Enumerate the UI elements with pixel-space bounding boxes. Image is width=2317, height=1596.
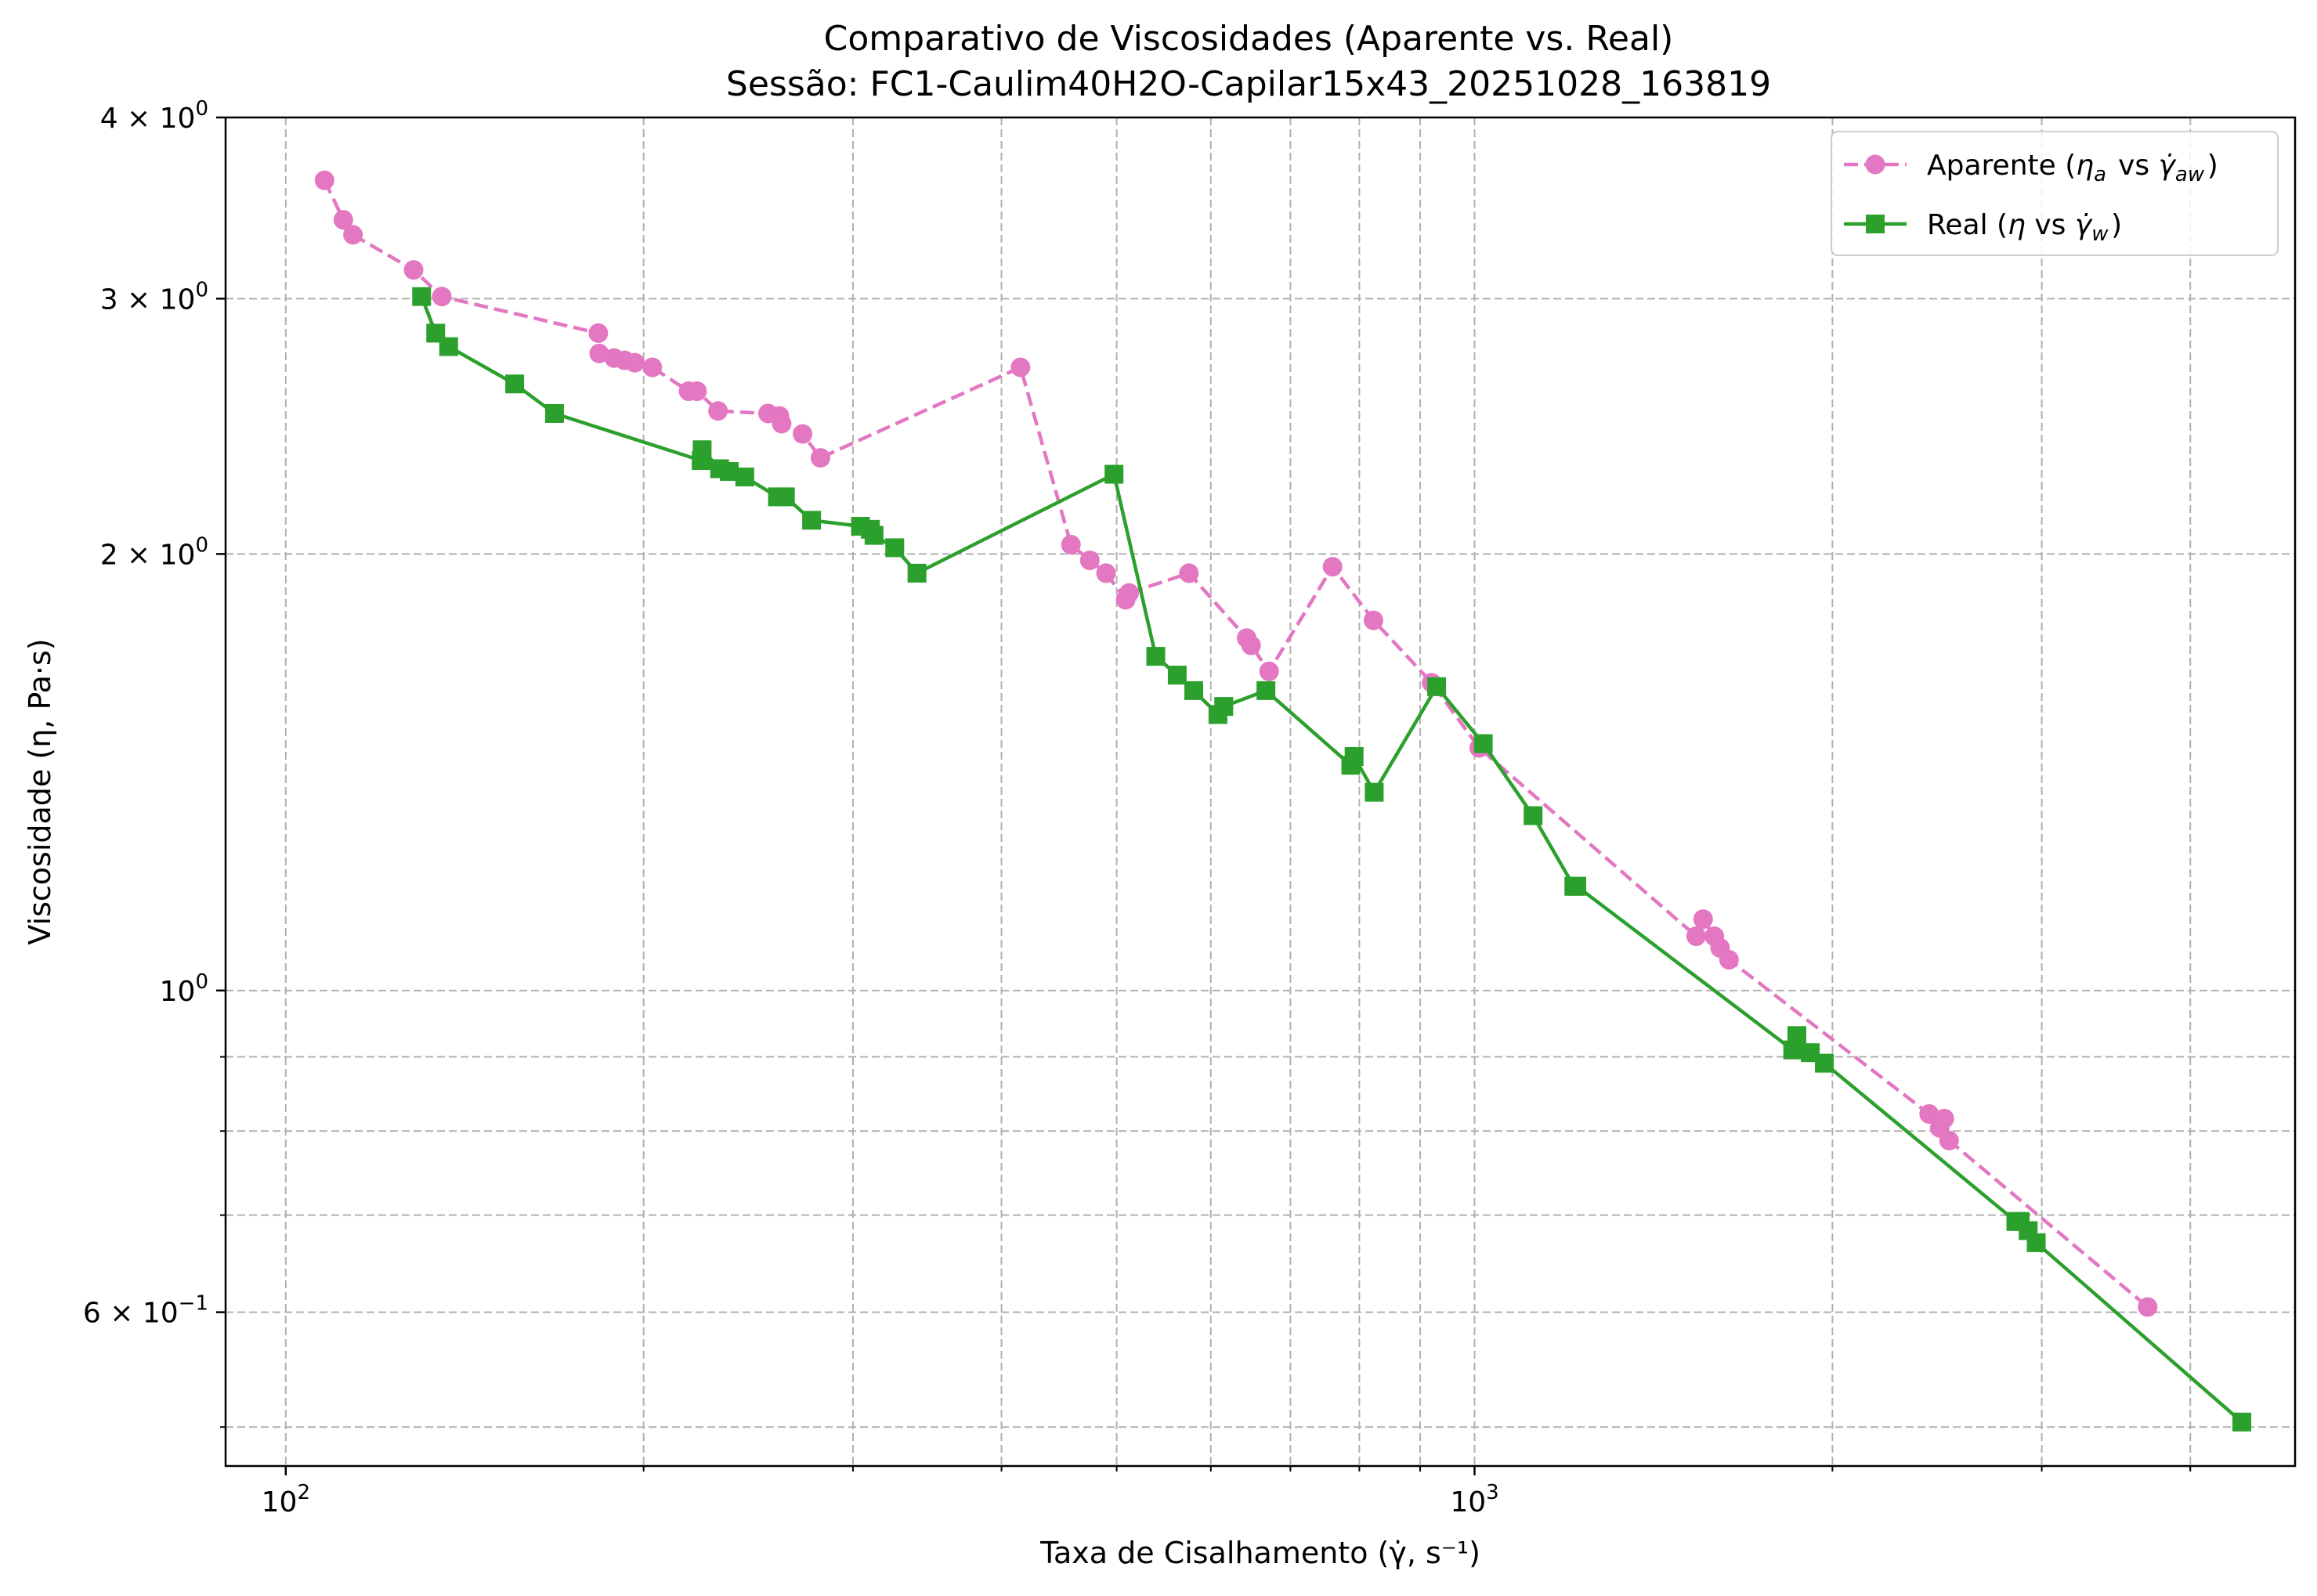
- data-point: [1567, 876, 1587, 896]
- data-point: [2232, 1412, 2252, 1432]
- data-point: [1096, 563, 1116, 583]
- data-point: [588, 323, 609, 343]
- data-point: [439, 337, 458, 356]
- data-point: [1363, 610, 1383, 630]
- data-point: [1934, 1108, 1954, 1128]
- grid: [226, 117, 2295, 1466]
- plot-series: [314, 170, 2252, 1432]
- legend-label: Aparente (ηa vs γ̇aw ): [1927, 150, 2218, 186]
- legend-item-aparente: Aparente (ηa vs γ̇aw ): [1844, 150, 2218, 186]
- data-point: [642, 357, 663, 377]
- legend-marker: [1865, 154, 1885, 175]
- series-aparente: [314, 170, 2158, 1317]
- data-point: [432, 287, 452, 307]
- data-point: [1427, 677, 1447, 696]
- data-point: [692, 440, 712, 460]
- data-point: [772, 413, 792, 434]
- legend-box: [1831, 131, 2279, 256]
- plot-frame: [224, 116, 2297, 1468]
- data-point: [1686, 926, 1706, 947]
- data-point: [1693, 909, 1713, 930]
- chart-title: Comparativo de Viscosidades (Aparente vs…: [824, 19, 1674, 59]
- chart-subtitle: Sessão: FC1-Caulim40H2O-Capilar15x43_202…: [726, 64, 1771, 104]
- data-point: [314, 170, 334, 190]
- data-point: [412, 287, 432, 306]
- data-point: [775, 487, 795, 507]
- data-point: [624, 352, 645, 373]
- y-tick-label: 2 × 100: [100, 533, 208, 571]
- data-point: [1119, 583, 1140, 603]
- data-point: [403, 260, 424, 280]
- x-tick-label: 102: [262, 1481, 310, 1518]
- data-point: [544, 403, 564, 423]
- legend-item-real: Real (η vs γ̇w ): [1844, 209, 2122, 246]
- data-point: [802, 511, 822, 530]
- data-point: [907, 563, 927, 583]
- data-point: [2026, 1233, 2046, 1252]
- data-point: [505, 374, 525, 394]
- data-point: [1241, 635, 1261, 655]
- data-point: [1104, 464, 1124, 484]
- data-point: [1061, 534, 1081, 554]
- legend: Aparente (ηa vs γ̇aw ) Real (η vs γ̇w ): [1831, 131, 2279, 256]
- y-tick-label: 4 × 100: [100, 97, 208, 135]
- data-point: [1787, 1026, 1807, 1045]
- data-point: [1079, 550, 1100, 570]
- data-point: [1719, 950, 1739, 970]
- legend-marker: [1866, 215, 1885, 233]
- data-point: [1167, 666, 1187, 685]
- data-point: [589, 343, 609, 363]
- series-real: [412, 287, 2252, 1432]
- data-point: [1179, 563, 1199, 583]
- data-point: [1322, 557, 1343, 577]
- data-point: [1939, 1130, 1959, 1150]
- data-point: [343, 225, 363, 245]
- x-tick-label: 103: [1450, 1481, 1498, 1518]
- legend-label: Real (η vs γ̇w ): [1927, 209, 2122, 246]
- data-point: [1146, 647, 1166, 666]
- axis-ticks: 102 103 4 × 100 3 × 100 2 × 100 100 6 × 10−1: [83, 97, 2192, 1518]
- data-point: [708, 401, 728, 421]
- data-point: [793, 424, 813, 444]
- data-point: [810, 448, 830, 468]
- data-point: [735, 468, 754, 487]
- data-point: [1259, 661, 1279, 681]
- y-tick-label: 3 × 100: [100, 278, 208, 316]
- data-point: [1919, 1103, 1939, 1124]
- data-point: [1524, 806, 1543, 825]
- data-point: [1256, 681, 1276, 700]
- y-tick-label: 100: [160, 970, 208, 1008]
- y-axis-label: Viscosidade (η, Pa·s): [23, 638, 57, 944]
- x-axis-label: Taxa de Cisalhamento (γ̇, s⁻¹): [1039, 1536, 1480, 1570]
- data-point: [1815, 1053, 1834, 1073]
- data-point: [1010, 357, 1031, 377]
- data-point: [1184, 681, 1204, 700]
- y-tick-label: 6 × 10−1: [83, 1292, 208, 1330]
- data-point: [687, 381, 707, 402]
- data-point: [333, 210, 353, 230]
- data-point: [864, 525, 884, 545]
- data-point: [885, 538, 905, 558]
- data-point: [1473, 734, 1493, 753]
- data-point: [1365, 782, 1384, 802]
- data-point: [1344, 747, 1364, 767]
- data-point: [1214, 697, 1234, 717]
- data-point: [2138, 1297, 2158, 1317]
